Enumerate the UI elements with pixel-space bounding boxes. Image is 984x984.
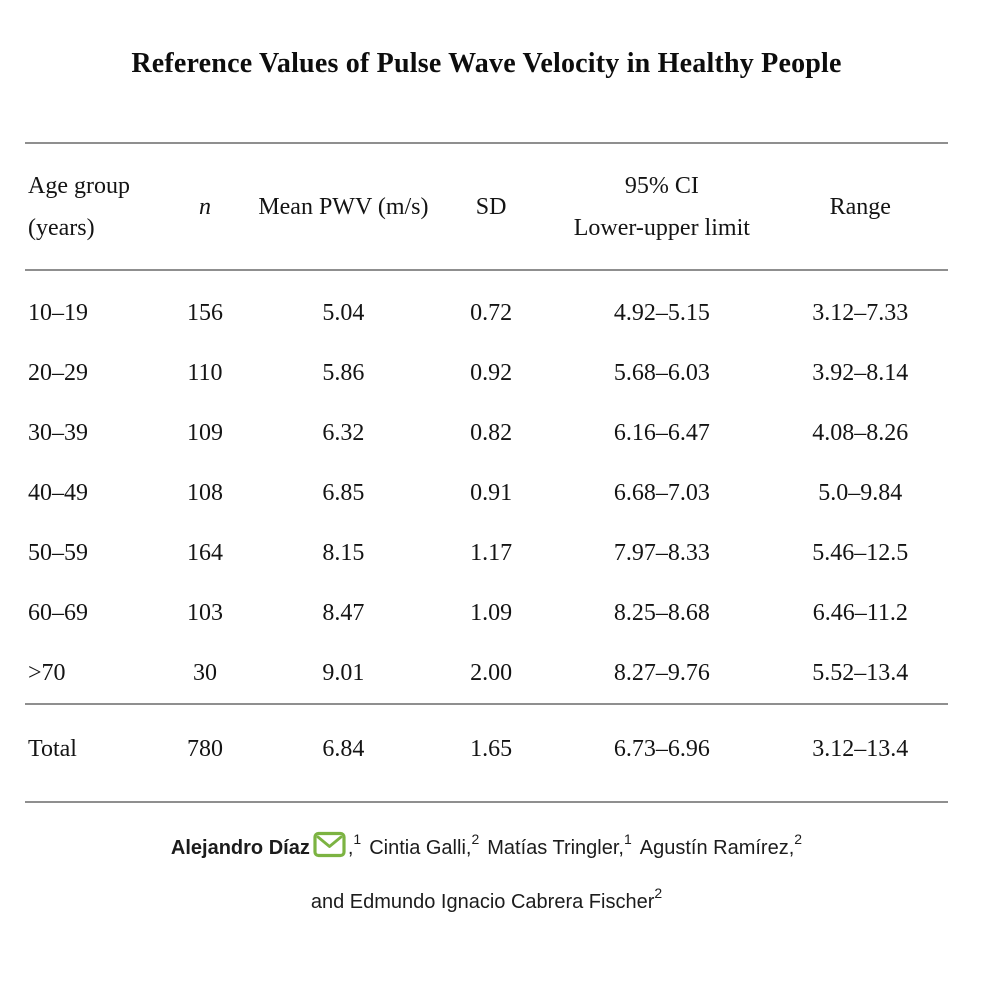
author-comma: , bbox=[347, 837, 354, 859]
cell-sd: 1.65 bbox=[431, 703, 552, 802]
author-affiliation: 1 bbox=[353, 831, 362, 848]
cell-range: 3.12–7.33 bbox=[812, 299, 909, 326]
table-row-20-29: 20–29 110 5.86 0.92 5.68–6.03 3.92–8.14 bbox=[25, 343, 948, 403]
col-header-95ci: 95% CI Lower-upper limit bbox=[551, 143, 773, 271]
cell-mean-pwv: 5.04 bbox=[322, 299, 365, 326]
cell-n: 109 bbox=[186, 419, 223, 446]
cell-range: 4.08–8.26 bbox=[812, 419, 909, 446]
cell-age-group: Total bbox=[25, 703, 155, 802]
cell-n: 110 bbox=[187, 359, 223, 386]
table-row-60-69: 60–69 103 8.47 1.09 8.25–8.68 6.46–11.2 bbox=[25, 583, 948, 643]
col-header-n: n bbox=[154, 143, 256, 271]
cell-mean-pwv: 8.47 bbox=[322, 599, 365, 626]
table-row-50-59: 50–59 164 8.15 1.17 7.97–8.33 5.46–12.5 bbox=[25, 523, 948, 583]
author-name-fischer: and Edmundo Ignacio Cabrera Fischer bbox=[310, 891, 655, 913]
author-name-tringler: Matías Tringler, bbox=[487, 837, 624, 859]
cell-age-group: >70 bbox=[28, 659, 66, 686]
table-header-row: Age group (years) n Mean PWV (m/s) SD 95… bbox=[25, 143, 948, 271]
cell-mean-pwv: 6.85 bbox=[322, 479, 365, 506]
cell-n: 164 bbox=[186, 539, 223, 566]
cell-sd: 1.17 bbox=[470, 539, 513, 566]
table-row-over-70: >70 30 9.01 2.00 8.27–9.76 5.52–13.4 bbox=[25, 643, 948, 704]
cell-n: 156 bbox=[186, 299, 223, 326]
table-row-total: Total 780 6.84 1.65 6.73–6.96 3.12–13.4 bbox=[25, 703, 948, 802]
cell-95ci: 7.97–8.33 bbox=[613, 539, 710, 566]
author-affiliation: 1 bbox=[623, 831, 632, 848]
cell-mean-pwv: 6.32 bbox=[322, 419, 365, 446]
cell-age-group: 50–59 bbox=[28, 539, 88, 566]
col-header-sd: SD bbox=[431, 143, 552, 271]
cell-95ci: 5.68–6.03 bbox=[613, 359, 710, 386]
col-header-age-group: Age group (years) bbox=[25, 143, 155, 271]
cell-mean-pwv: 8.15 bbox=[322, 539, 365, 566]
cell-range: 3.92–8.14 bbox=[812, 359, 909, 386]
table-row-10-19: 10–19 156 5.04 0.72 4.92–5.15 3.12–7.33 bbox=[25, 270, 948, 343]
cell-mean-pwv: 6.84 bbox=[255, 703, 432, 802]
cell-age-group: 10–19 bbox=[28, 299, 88, 326]
cell-n: 780 bbox=[154, 703, 256, 802]
authors-line-1: Alejandro Díaz ,1 Cintia Galli,2 Matías Tr… bbox=[25, 831, 948, 865]
cell-sd: 0.91 bbox=[470, 479, 513, 506]
cell-mean-pwv: 5.86 bbox=[322, 359, 365, 386]
table-row-40-49: 40–49 108 6.85 0.91 6.68–7.03 5.0–9.84 bbox=[25, 463, 948, 523]
cell-age-group: 30–39 bbox=[28, 419, 88, 446]
author-name-galli: Cintia Galli, bbox=[369, 837, 472, 859]
cell-n: 103 bbox=[186, 599, 223, 626]
col-header-range: Range bbox=[772, 143, 948, 271]
col-header-mean-pwv: Mean PWV (m/s) bbox=[255, 143, 432, 271]
author-affiliation: 2 bbox=[654, 885, 663, 902]
col-header-95ci-line1: 95% CI bbox=[624, 172, 699, 199]
page: Reference Values of Pulse Wave Velocity … bbox=[0, 46, 984, 984]
col-header-age-group-line2: (years) bbox=[28, 214, 95, 241]
cell-95ci: 4.92–5.15 bbox=[613, 299, 710, 326]
cell-95ci: 6.73–6.96 bbox=[551, 703, 773, 802]
email-envelope-icon[interactable] bbox=[313, 831, 346, 858]
cell-sd: 0.92 bbox=[470, 359, 513, 386]
cell-95ci: 6.68–7.03 bbox=[613, 479, 710, 506]
cell-sd: 2.00 bbox=[470, 659, 513, 686]
cell-age-group: 40–49 bbox=[28, 479, 88, 506]
author-name-ramirez: Agustín Ramírez, bbox=[639, 837, 795, 859]
author-affiliation: 2 bbox=[794, 831, 803, 848]
cell-95ci: 8.27–9.76 bbox=[613, 659, 710, 686]
page-title: Reference Values of Pulse Wave Velocity … bbox=[131, 48, 842, 79]
cell-range: 5.46–12.5 bbox=[812, 539, 909, 566]
author-affiliation: 2 bbox=[471, 831, 480, 848]
table-row-30-39: 30–39 109 6.32 0.82 6.16–6.47 4.08–8.26 bbox=[25, 403, 948, 463]
cell-mean-pwv: 9.01 bbox=[322, 659, 365, 686]
cell-range: 3.12–13.4 bbox=[772, 703, 948, 802]
col-header-95ci-line2: Lower-upper limit bbox=[573, 214, 750, 241]
cell-n: 30 bbox=[192, 659, 217, 686]
cell-n: 108 bbox=[186, 479, 223, 506]
cell-age-group: 60–69 bbox=[28, 599, 88, 626]
cell-sd: 0.82 bbox=[470, 419, 513, 446]
cell-range: 5.52–13.4 bbox=[812, 659, 909, 686]
cell-range: 5.0–9.84 bbox=[818, 479, 903, 506]
cell-sd: 0.72 bbox=[470, 299, 513, 326]
cell-age-group: 20–29 bbox=[28, 359, 88, 386]
col-header-age-group-line1: Age group bbox=[28, 172, 130, 199]
cell-95ci: 8.25–8.68 bbox=[613, 599, 710, 626]
pwv-reference-table: Age group (years) n Mean PWV (m/s) SD 95… bbox=[25, 142, 948, 803]
authors-line-2: and Edmundo Ignacio Cabrera Fischer2 bbox=[25, 885, 948, 919]
cell-range: 6.46–11.2 bbox=[812, 599, 908, 626]
cell-95ci: 6.16–6.47 bbox=[613, 419, 710, 446]
cell-sd: 1.09 bbox=[470, 599, 513, 626]
author-name-diaz: Alejandro Díaz bbox=[170, 837, 310, 859]
